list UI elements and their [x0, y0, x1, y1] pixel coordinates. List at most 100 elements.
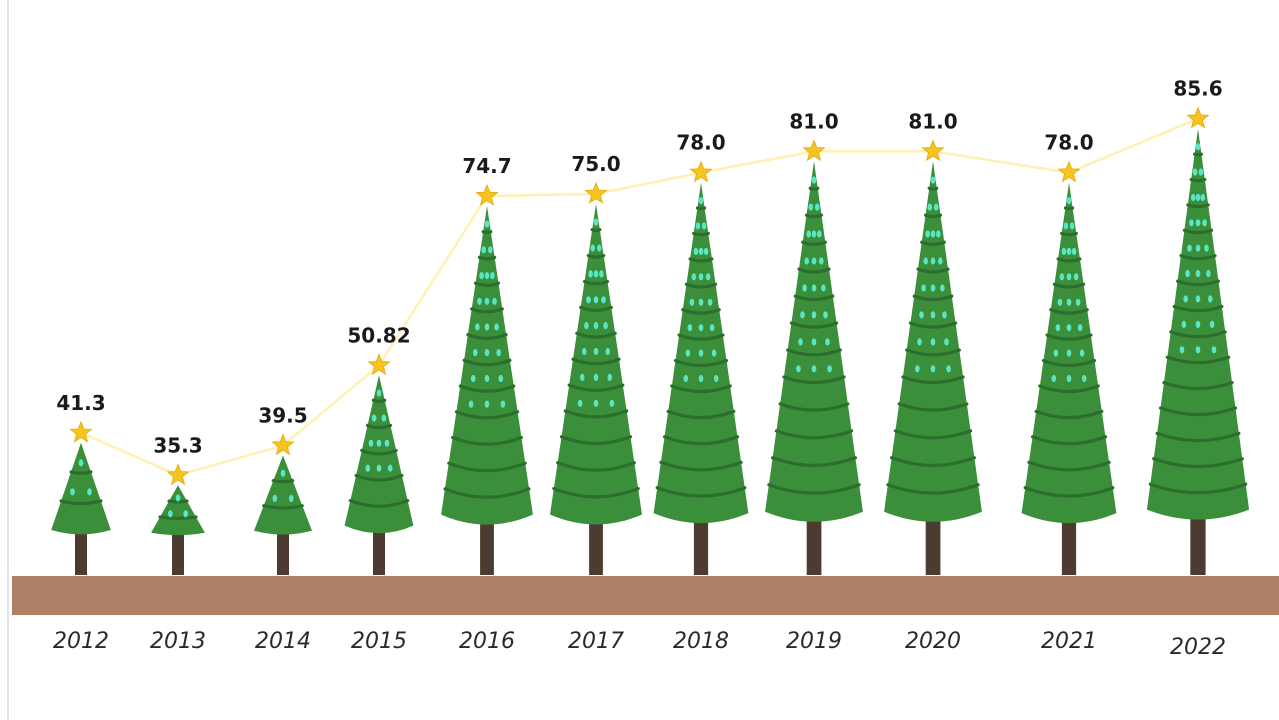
ornament	[175, 494, 181, 502]
trees-layer	[51, 128, 1250, 575]
ornament	[584, 322, 589, 330]
ornament	[593, 270, 599, 278]
crown-band	[167, 499, 189, 504]
ornament	[1195, 295, 1201, 303]
ornament	[698, 298, 704, 306]
ornament	[183, 510, 188, 518]
ornament	[1179, 346, 1185, 354]
ornament	[609, 399, 615, 407]
crown-band	[1189, 177, 1207, 183]
ornament	[919, 311, 924, 319]
stars-layer	[69, 106, 1210, 486]
ornament	[923, 257, 928, 265]
data-label: 75.0	[571, 152, 620, 176]
crown-band	[890, 456, 976, 468]
crown-band	[354, 473, 404, 482]
ornament	[798, 338, 803, 346]
crown-band	[782, 375, 846, 385]
ornament	[811, 176, 817, 184]
crown-band	[271, 479, 295, 484]
crown-band	[662, 435, 740, 446]
ornament	[1073, 273, 1079, 281]
crown-band	[793, 294, 835, 302]
ornament	[1195, 320, 1201, 328]
ornament	[593, 373, 599, 381]
ornament	[808, 203, 814, 211]
ornament	[498, 374, 504, 383]
x-tick-label: 2017	[568, 629, 624, 654]
ornament	[1202, 219, 1207, 227]
star-marker	[69, 420, 93, 443]
ornament	[683, 374, 689, 383]
ornament	[1051, 374, 1057, 383]
crown-band	[590, 228, 602, 233]
ornament	[713, 374, 719, 383]
trunk	[806, 505, 822, 575]
data-label: 74.7	[462, 154, 511, 178]
x-tick-label: 2018	[673, 629, 729, 654]
star-marker	[166, 463, 190, 486]
tree-2013	[151, 485, 205, 575]
trunk	[693, 507, 709, 575]
ornament	[588, 270, 593, 278]
ornament	[1195, 244, 1201, 252]
crown-band	[262, 504, 304, 510]
crown-band	[371, 398, 387, 404]
crown-band	[1172, 304, 1224, 313]
ornament	[698, 374, 704, 383]
ornament	[1066, 273, 1072, 281]
crown-band	[774, 429, 854, 440]
crown-band	[1056, 257, 1082, 263]
crown-band	[897, 402, 969, 412]
ornament	[927, 203, 933, 211]
ornament	[1053, 349, 1059, 357]
ornament	[811, 284, 817, 292]
crown	[51, 442, 111, 535]
x-tick-label: 2013	[150, 629, 206, 654]
crown-band	[1027, 460, 1111, 472]
ornament	[1206, 270, 1211, 278]
ornament	[930, 284, 936, 292]
ornament	[1061, 247, 1067, 255]
star-marker	[367, 353, 391, 376]
crown-band	[477, 255, 497, 261]
ornament	[78, 459, 84, 467]
crown-band	[348, 499, 410, 508]
star-marker	[802, 139, 826, 162]
crown-band	[454, 410, 520, 420]
ornament	[802, 284, 807, 292]
ornament	[1195, 193, 1201, 202]
ornament	[1195, 219, 1201, 227]
crown-band	[443, 487, 531, 499]
ground-layer	[12, 576, 1279, 615]
crown-band	[1182, 228, 1214, 235]
crown-band	[677, 333, 725, 341]
tree-2021	[1021, 182, 1117, 575]
crown-band	[927, 186, 939, 191]
x-tick-label: 2022	[1170, 635, 1226, 660]
x-tick-label: 2020	[905, 629, 961, 654]
crown-band	[1169, 330, 1227, 339]
x-tick-label: 2012	[53, 629, 109, 654]
crown-band	[1162, 381, 1234, 391]
ornament	[597, 244, 602, 252]
ornament	[940, 284, 945, 292]
ornament	[492, 297, 497, 305]
ornament	[707, 298, 713, 306]
ornament	[1189, 219, 1194, 227]
ornament	[811, 311, 817, 319]
tree-2014	[254, 455, 312, 575]
star-marker	[689, 160, 713, 183]
crown-band	[695, 206, 707, 211]
data-label: 50.82	[347, 323, 410, 347]
ornament	[811, 365, 817, 373]
tree-2022	[1146, 128, 1250, 575]
ornament	[695, 222, 701, 230]
ornament	[1066, 374, 1072, 383]
ornament	[593, 218, 599, 226]
crown-band	[684, 282, 718, 289]
ornament	[703, 247, 709, 255]
crown-band	[458, 384, 516, 393]
crown-band	[771, 456, 857, 468]
ornament	[484, 400, 490, 408]
